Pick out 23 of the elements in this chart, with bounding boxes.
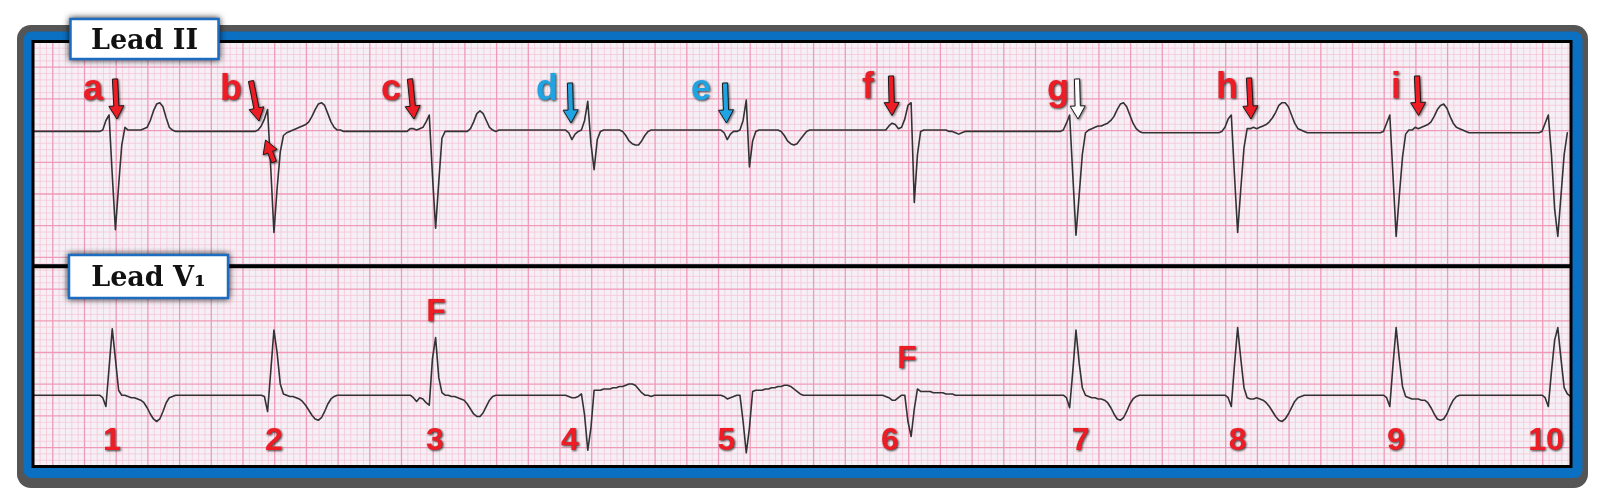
annotation: 3	[426, 421, 444, 457]
annotation: 4	[561, 421, 580, 457]
annotation: 1	[103, 421, 121, 457]
annotation: b	[220, 67, 242, 108]
annotation: h	[1216, 65, 1238, 106]
annotation: e	[690, 67, 712, 108]
chart-title: Lead II	[90, 23, 199, 55]
annotation: 6	[881, 421, 899, 457]
annotation: d	[536, 67, 558, 108]
annotation: i	[1390, 65, 1402, 106]
annotation: 7	[1071, 421, 1090, 457]
annotation: 9	[1387, 421, 1405, 457]
annotation: F	[426, 292, 446, 328]
annotation: a	[82, 67, 104, 108]
annotation: 2	[265, 421, 283, 457]
annotation: 10	[1528, 421, 1564, 457]
annotation: 5	[717, 421, 736, 457]
chart-title: Lead V₁	[91, 260, 206, 292]
annotation: c	[380, 67, 402, 108]
annotation: 8	[1228, 421, 1247, 457]
annotation: F	[897, 339, 917, 375]
annotation: f	[862, 65, 875, 106]
annotation: g	[1047, 67, 1069, 108]
